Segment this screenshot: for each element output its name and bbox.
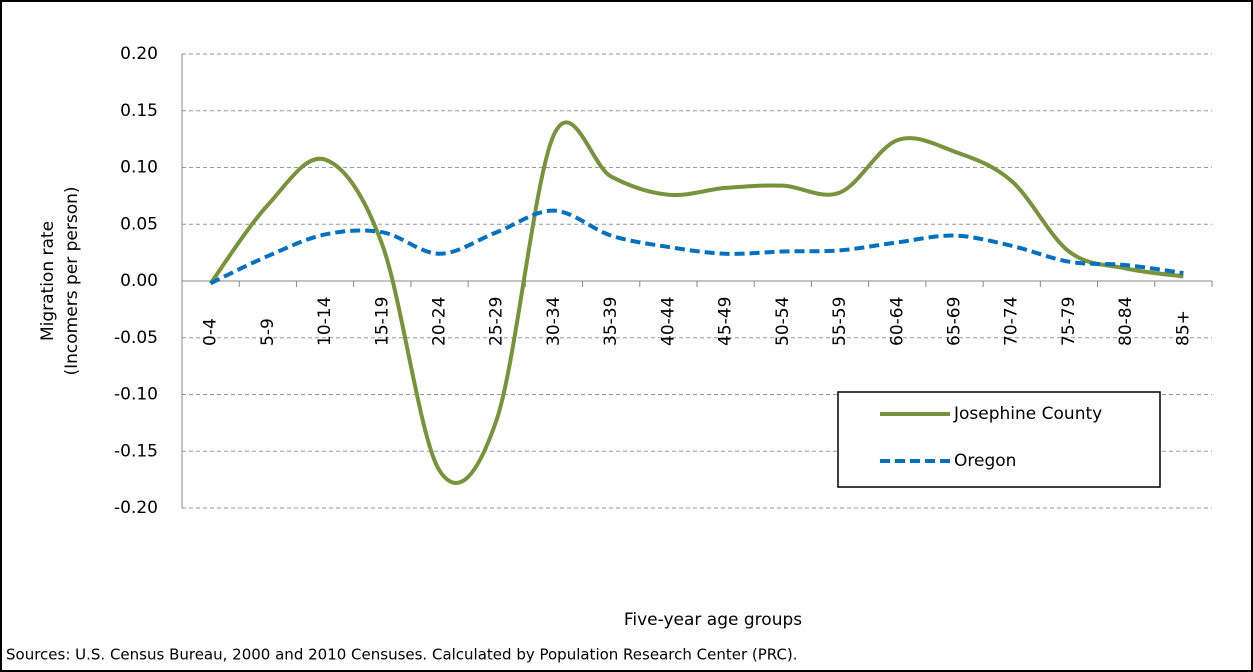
y-tick-label: 0.20: [120, 44, 158, 64]
line-series: [208, 120, 1184, 485]
x-tick-label: 15-19: [372, 297, 392, 346]
x-tick-label: 75-79: [1059, 297, 1079, 346]
y-axis-title: (Incomers per person): [62, 187, 82, 376]
x-tick-label: 40-44: [658, 297, 678, 346]
x-tick-label: 70-74: [1002, 297, 1022, 346]
legend-box: [837, 391, 1161, 488]
x-axis-title: Five-year age groups: [624, 610, 802, 630]
x-tick-label: 20-24: [430, 297, 450, 346]
x-tick-label: 30-34: [544, 297, 564, 346]
legend-label: Josephine County: [953, 404, 1102, 424]
source-note: Sources: U.S. Census Bureau, 2000 and 20…: [6, 646, 798, 664]
x-tick-label: 65-69: [945, 297, 965, 346]
y-axis-title: Migration rate: [38, 221, 58, 341]
x-tick-label: 5-9: [258, 318, 278, 346]
y-tick-label: 0.00: [120, 271, 158, 291]
y-tick-label: 0.15: [120, 101, 158, 121]
x-tick-label: 85+: [1173, 310, 1193, 346]
y-tick-label: -0.20: [114, 498, 158, 518]
y-tick-label: -0.15: [114, 441, 158, 461]
y-tick-label: -0.05: [114, 328, 158, 348]
y-tick-label: 0.10: [120, 158, 158, 178]
x-tick-label: 50-54: [773, 297, 793, 346]
x-tick-label: 25-29: [487, 297, 507, 346]
legend-label: Oregon: [954, 451, 1016, 471]
x-tick-label: 0-4: [201, 318, 221, 346]
x-tick-label: 80-84: [1116, 297, 1136, 346]
y-tick-label: -0.10: [114, 385, 158, 405]
x-tick-label: 60-64: [887, 297, 907, 346]
x-tick-label: 35-39: [601, 297, 621, 346]
x-tick-label: 55-59: [830, 297, 850, 346]
x-tick-label: 45-49: [716, 297, 736, 346]
x-tick-label: 10-14: [315, 297, 335, 346]
y-tick-label: 0.05: [120, 214, 158, 234]
